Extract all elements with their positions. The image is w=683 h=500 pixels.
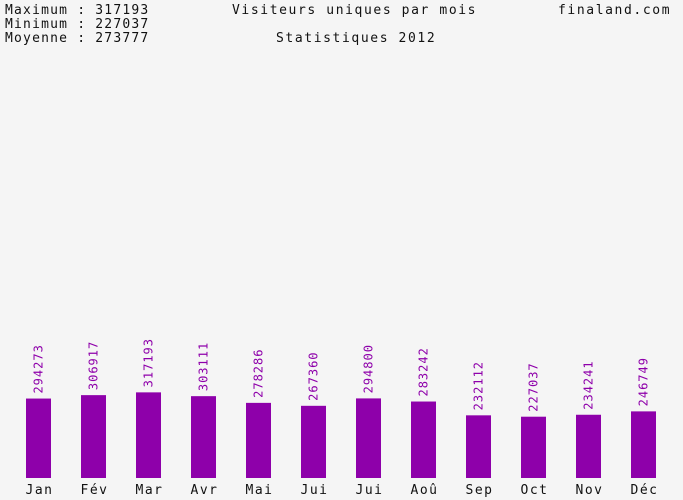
stat-maximum-label: Maximum xyxy=(5,3,69,18)
bar-1 xyxy=(81,395,106,478)
category-label: Mar xyxy=(136,483,164,498)
category-label: Jui xyxy=(356,483,384,498)
bar-10 xyxy=(576,414,601,478)
value-label: 317193 xyxy=(142,338,156,387)
value-label: 303111 xyxy=(197,342,211,391)
brand-name: finaland.com xyxy=(558,3,672,18)
bars-group xyxy=(26,392,656,478)
bar-4 xyxy=(246,402,271,478)
value-label: 267360 xyxy=(307,351,321,400)
bar-6 xyxy=(356,398,381,478)
category-label: Nov xyxy=(576,483,604,498)
value-label: 234241 xyxy=(582,360,596,409)
category-label: Jan xyxy=(26,483,54,498)
bar-2 xyxy=(136,392,161,478)
category-label: Fév xyxy=(81,483,109,498)
bar-0 xyxy=(26,398,51,478)
stat-separator: : xyxy=(77,17,87,32)
value-labels-group: 294273 306917 317193 303111 278286 267360 2948… xyxy=(32,338,651,412)
value-label: 278286 xyxy=(252,349,266,398)
bar-8 xyxy=(466,415,491,478)
category-label: Sep xyxy=(466,483,494,498)
value-label: 227037 xyxy=(527,362,541,411)
chart-subtitle: Statistiques 2012 xyxy=(276,31,437,46)
bar-5 xyxy=(301,405,326,478)
category-label: Mai xyxy=(246,483,274,498)
stat-maximum: Maximum : 317193 xyxy=(5,4,149,18)
stat-minimum: Minimum : 227037 xyxy=(5,18,149,32)
value-label: 283242 xyxy=(417,347,431,396)
category-label: Oct xyxy=(521,483,549,498)
category-label: Déc xyxy=(631,483,659,498)
value-label: 306917 xyxy=(87,341,101,390)
value-label: 246749 xyxy=(637,357,651,406)
stat-separator: : xyxy=(77,3,87,18)
stat-maximum-value: 317193 xyxy=(95,3,150,18)
value-label: 232112 xyxy=(472,361,486,410)
stat-average-label: Moyenne xyxy=(5,31,69,46)
bar-11 xyxy=(631,411,656,478)
category-label: Aoû xyxy=(411,483,439,498)
stat-average: Moyenne : 273777 xyxy=(5,32,149,46)
chart-title: Visiteurs uniques par mois xyxy=(232,3,478,18)
category-label: Avr xyxy=(191,483,219,498)
category-labels-group: Jan Fév Mar Avr Mai Jui Jui Aoû Sep Oct Nov Déc xyxy=(26,483,659,498)
value-label: 294800 xyxy=(362,344,376,393)
value-label: 294273 xyxy=(32,344,46,393)
category-label: Jui xyxy=(301,483,329,498)
stat-average-value: 273777 xyxy=(95,31,150,46)
stat-separator: : xyxy=(77,31,87,46)
bar-9 xyxy=(521,416,546,478)
bar-3 xyxy=(191,396,216,478)
stat-minimum-label: Minimum xyxy=(5,17,69,32)
stat-minimum-value: 227037 xyxy=(95,17,150,32)
bar-7 xyxy=(411,401,436,478)
